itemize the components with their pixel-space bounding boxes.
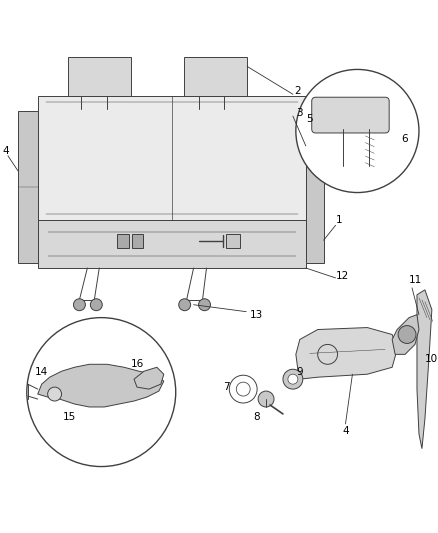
Circle shape (230, 375, 257, 403)
Text: 4: 4 (3, 146, 9, 156)
Circle shape (27, 318, 176, 466)
Text: 9: 9 (297, 367, 303, 377)
Circle shape (288, 374, 298, 384)
Circle shape (398, 326, 416, 343)
Text: 15: 15 (63, 412, 76, 422)
Polygon shape (417, 290, 432, 449)
Text: 6: 6 (402, 134, 408, 144)
Text: 12: 12 (336, 271, 349, 281)
Text: 1: 1 (336, 215, 343, 225)
Circle shape (296, 69, 419, 192)
Circle shape (48, 387, 62, 401)
Polygon shape (67, 56, 131, 96)
Circle shape (198, 299, 211, 311)
Text: 16: 16 (131, 359, 144, 369)
Polygon shape (117, 234, 129, 248)
Circle shape (258, 391, 274, 407)
Text: 5: 5 (307, 114, 313, 124)
Polygon shape (306, 111, 324, 263)
Circle shape (90, 299, 102, 311)
Polygon shape (38, 96, 306, 220)
Circle shape (74, 299, 85, 311)
Text: 11: 11 (408, 275, 422, 285)
Circle shape (236, 382, 250, 396)
Polygon shape (184, 56, 247, 96)
Text: 7: 7 (223, 382, 230, 392)
Text: 14: 14 (35, 367, 48, 377)
Text: 13: 13 (250, 310, 263, 320)
FancyBboxPatch shape (312, 97, 389, 133)
Polygon shape (392, 314, 419, 354)
Polygon shape (18, 111, 38, 263)
Polygon shape (38, 220, 306, 268)
Polygon shape (134, 367, 164, 389)
Text: 8: 8 (253, 412, 259, 422)
Circle shape (283, 369, 303, 389)
Polygon shape (226, 234, 240, 248)
Text: 4: 4 (342, 426, 349, 436)
Text: 2: 2 (294, 86, 301, 96)
Polygon shape (132, 234, 143, 248)
Polygon shape (38, 364, 164, 407)
Text: 10: 10 (425, 354, 438, 365)
Circle shape (179, 299, 191, 311)
Text: 3: 3 (297, 108, 303, 118)
Polygon shape (296, 328, 397, 379)
